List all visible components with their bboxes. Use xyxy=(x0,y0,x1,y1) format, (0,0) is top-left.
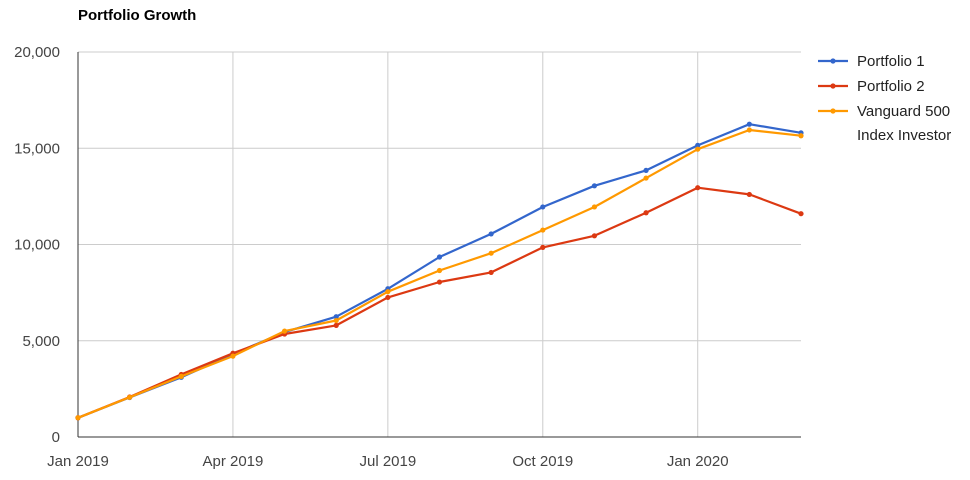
series-3 xyxy=(75,127,804,421)
legend: Portfolio 1 Portfolio 2 Vanguard 500 Index … xyxy=(818,53,951,144)
legend-item-1: Portfolio 1 xyxy=(818,53,925,70)
y-axis-tick-labels: 0 5,000 10,000 15,000 20,000 xyxy=(14,44,60,446)
x-tick-label: Oct 2019 xyxy=(512,453,573,470)
y-tick-label: 10,000 xyxy=(14,237,60,254)
data-point xyxy=(488,250,494,256)
legend-label: Portfolio 1 xyxy=(857,53,925,70)
series-line xyxy=(77,128,802,419)
data-point xyxy=(127,394,133,400)
legend-label: Vanguard 500 xyxy=(857,103,950,120)
data-point xyxy=(746,191,752,198)
data-point xyxy=(798,133,804,139)
legend-swatch-point xyxy=(830,108,836,114)
data-point xyxy=(695,146,701,152)
data-point xyxy=(436,254,443,260)
series-2 xyxy=(75,185,804,421)
data-point xyxy=(746,127,752,133)
x-tick-label: Jan 2020 xyxy=(667,453,729,470)
data-point xyxy=(281,328,288,334)
data-point xyxy=(178,373,184,379)
y-tick-label: 0 xyxy=(52,429,60,446)
data-point xyxy=(333,317,339,324)
x-tick-label: Apr 2019 xyxy=(202,453,263,470)
y-tick-label: 15,000 xyxy=(14,140,60,157)
data-point xyxy=(488,231,494,237)
data-point xyxy=(385,294,391,301)
legend-item-2: Portfolio 2 xyxy=(818,78,925,95)
legend-label: Portfolio 2 xyxy=(857,78,925,95)
series-line xyxy=(77,186,802,419)
data-point xyxy=(385,289,391,295)
x-axis-tick-labels: Jan 2019 Apr 2019 Jul 2019 Oct 2019 Jan 2020 xyxy=(47,453,728,470)
data-point xyxy=(333,322,339,328)
data-point xyxy=(695,185,701,191)
data-point xyxy=(591,233,598,239)
data-point xyxy=(591,204,598,210)
data-point xyxy=(436,267,443,274)
data-point xyxy=(798,211,804,217)
data-point xyxy=(540,244,546,250)
series-lines xyxy=(75,121,804,421)
data-point xyxy=(695,142,701,148)
axes xyxy=(77,52,801,438)
y-tick-label: 20,000 xyxy=(14,44,60,61)
legend-swatch-point xyxy=(830,83,836,89)
x-tick-label: Jul 2019 xyxy=(359,453,416,470)
data-point xyxy=(540,227,546,233)
data-point xyxy=(436,279,443,285)
x-tick-label: Jan 2019 xyxy=(47,453,109,470)
data-point xyxy=(540,204,546,210)
data-point xyxy=(643,167,649,173)
data-point xyxy=(591,183,598,189)
data-point xyxy=(643,175,649,181)
data-point xyxy=(75,415,81,421)
legend-swatch-point xyxy=(830,58,836,64)
data-point xyxy=(230,353,236,359)
legend-item-3: Vanguard 500 Index Investor xyxy=(818,103,951,144)
data-point xyxy=(643,210,649,216)
chart-title: Portfolio Growth xyxy=(78,7,196,24)
data-point xyxy=(746,121,752,127)
data-point xyxy=(333,314,339,320)
grid-lines xyxy=(78,51,801,437)
data-point xyxy=(488,269,494,276)
y-tick-label: 5,000 xyxy=(22,333,60,350)
legend-label: Index Investor xyxy=(857,127,951,144)
